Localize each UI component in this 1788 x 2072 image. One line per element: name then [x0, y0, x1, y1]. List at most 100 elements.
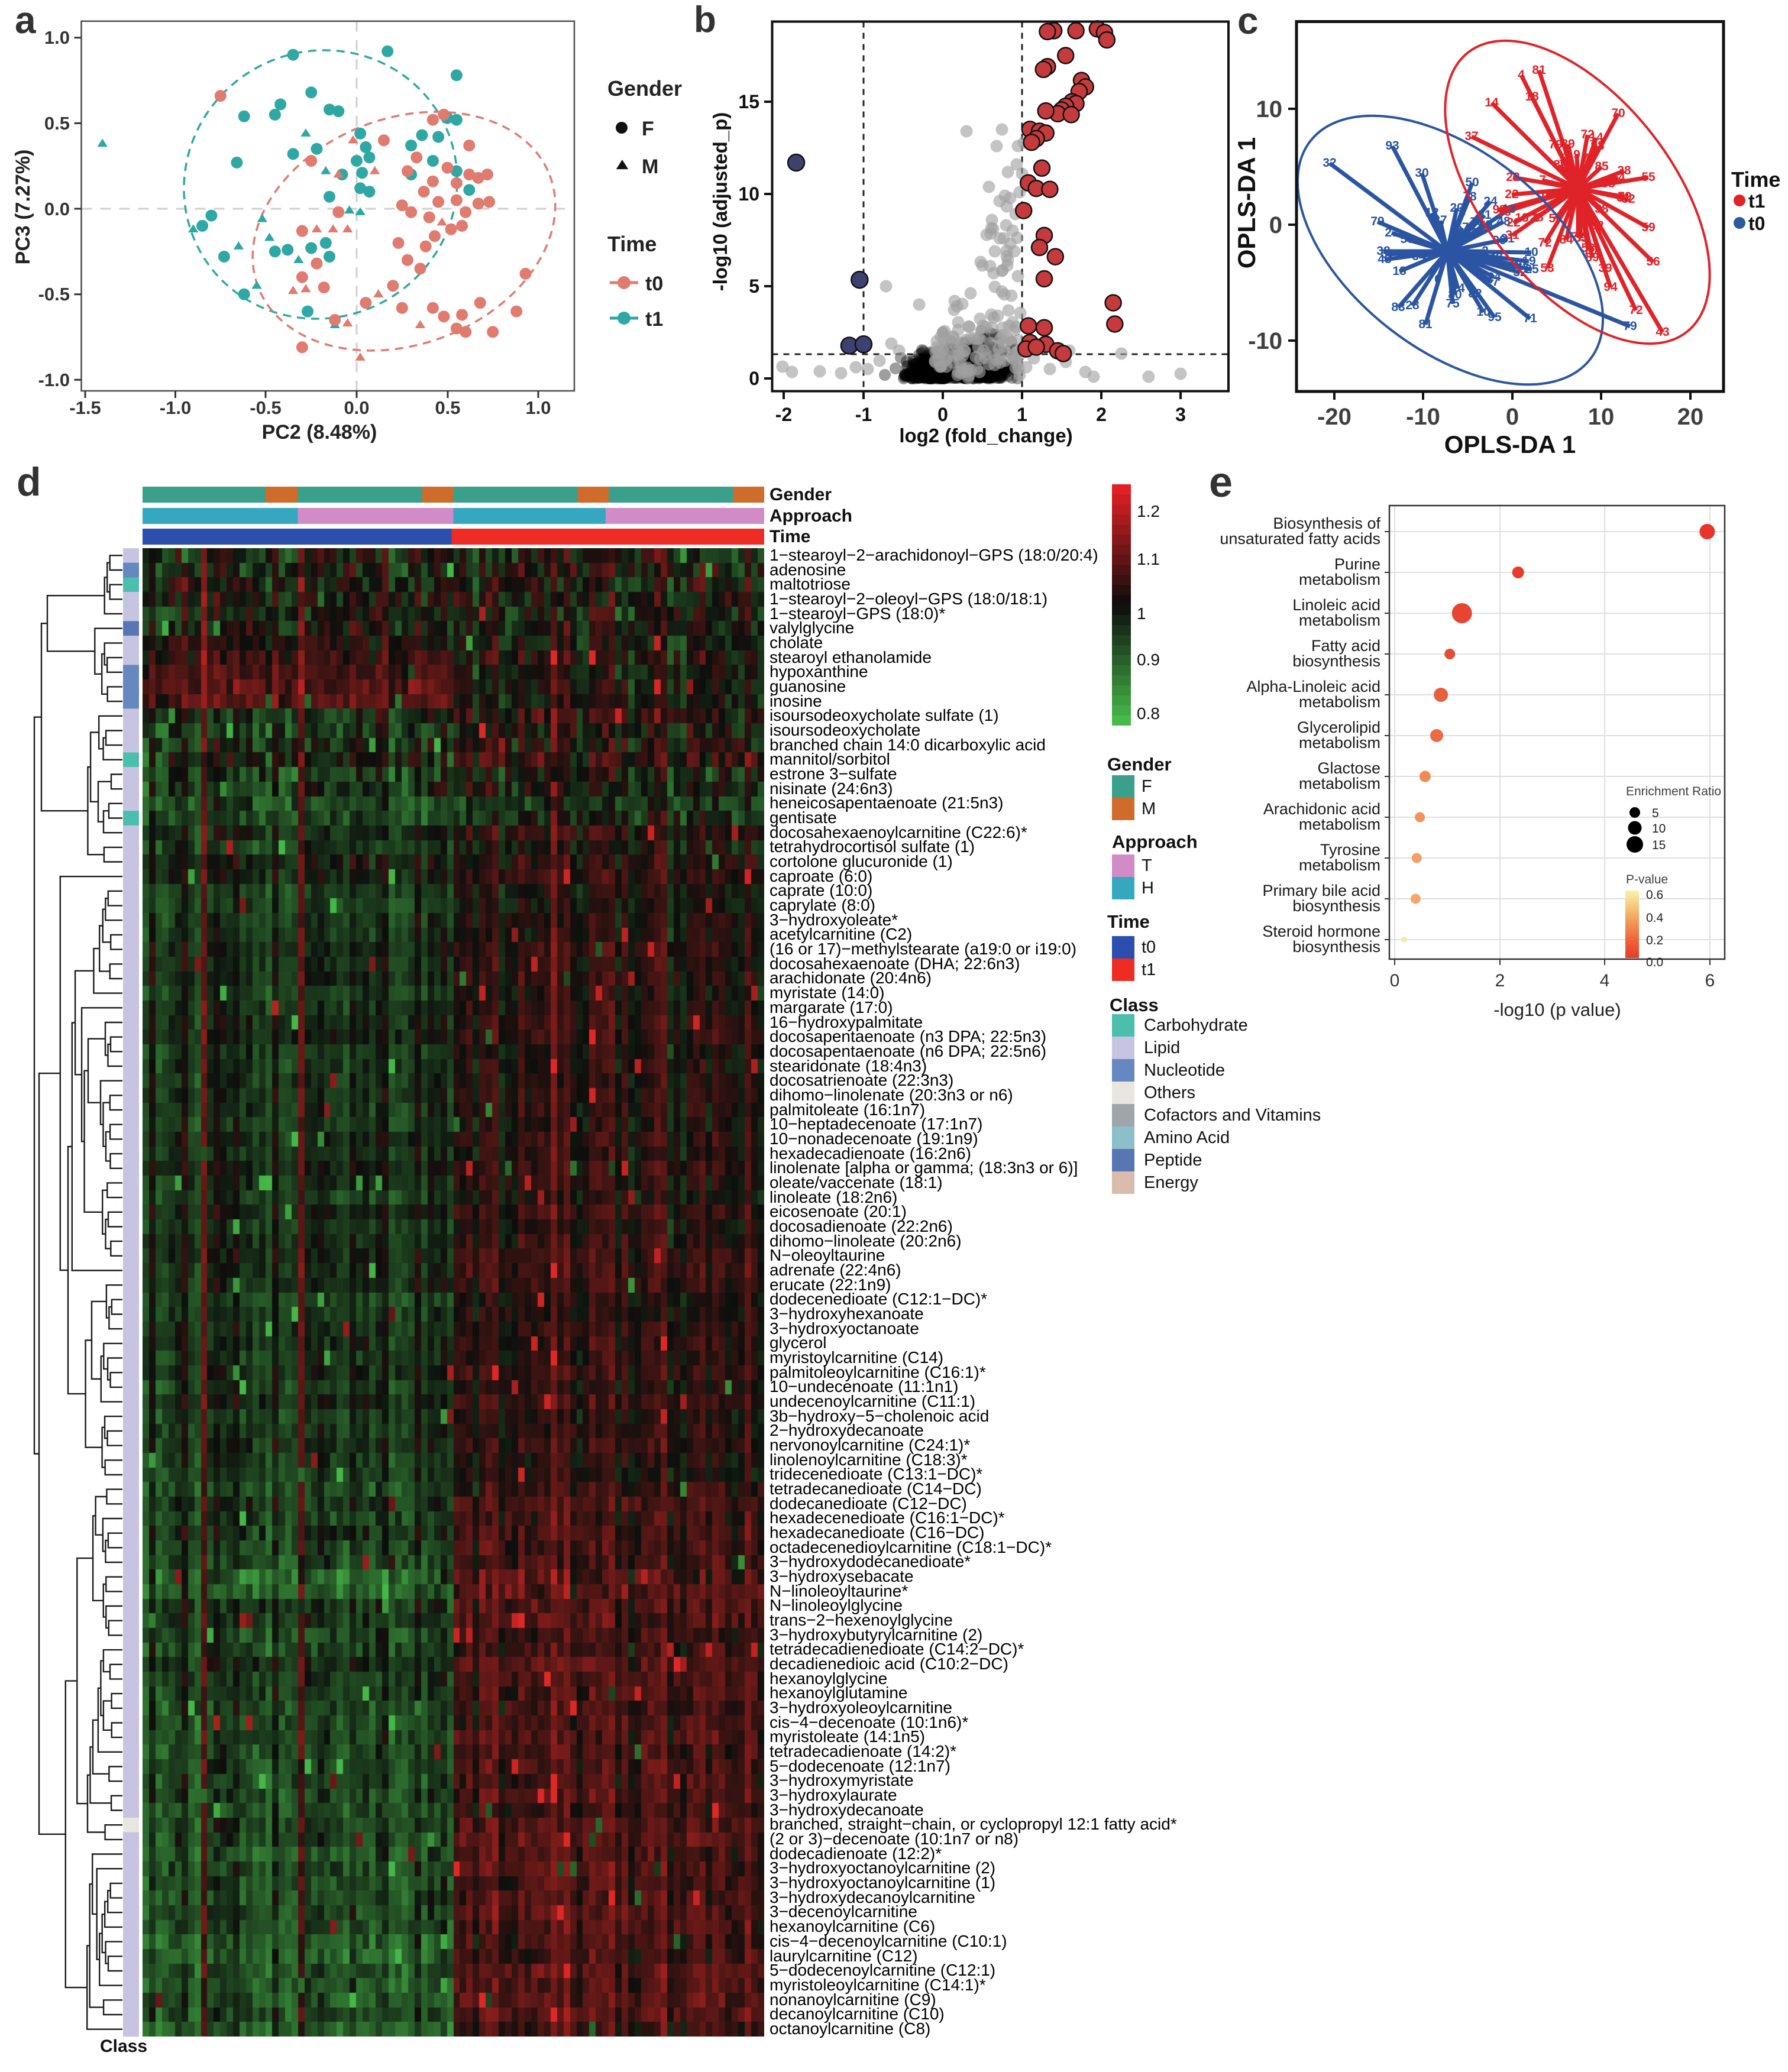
svg-text:15: 15	[738, 91, 759, 112]
svg-text:Fatty acid: Fatty acid	[1311, 637, 1380, 655]
svg-text:72: 72	[1538, 236, 1551, 250]
svg-text:0.5: 0.5	[435, 397, 460, 418]
svg-text:96: 96	[1497, 205, 1511, 219]
svg-text:25: 25	[1525, 263, 1539, 276]
svg-text:10: 10	[1652, 822, 1666, 836]
svg-text:94: 94	[1603, 280, 1618, 294]
svg-text:89: 89	[1585, 251, 1599, 264]
svg-text:Gender: Gender	[607, 76, 682, 101]
svg-text:10: 10	[1524, 245, 1538, 259]
svg-text:-1: -1	[855, 404, 872, 425]
svg-text:27: 27	[1385, 226, 1398, 239]
svg-text:54: 54	[1611, 171, 1625, 184]
svg-text:57: 57	[1455, 221, 1469, 234]
svg-text:OPLS-DA 1: OPLS-DA 1	[1233, 137, 1260, 268]
svg-text:43: 43	[1378, 252, 1391, 266]
svg-text:2: 2	[1459, 205, 1466, 218]
svg-text:44: 44	[1586, 218, 1600, 231]
svg-text:95: 95	[1488, 310, 1502, 324]
svg-text:14: 14	[1589, 131, 1603, 144]
svg-text:10: 10	[738, 183, 759, 205]
svg-text:3: 3	[1175, 404, 1186, 425]
svg-text:19: 19	[1522, 254, 1535, 268]
svg-text:4: 4	[1600, 971, 1610, 990]
svg-text:0.2: 0.2	[1646, 934, 1663, 947]
svg-text:62: 62	[1464, 226, 1477, 239]
svg-text:2: 2	[1532, 211, 1539, 225]
svg-text:-1.0: -1.0	[160, 397, 191, 418]
svg-text:81: 81	[1532, 63, 1546, 77]
svg-text:70: 70	[1611, 106, 1625, 120]
svg-text:P-value: P-value	[1626, 873, 1668, 886]
svg-text:biosynthesis: biosynthesis	[1292, 652, 1380, 670]
svg-text:22: 22	[1506, 216, 1520, 229]
svg-text:1.0: 1.0	[44, 27, 70, 48]
svg-text:Primary bile acid: Primary bile acid	[1262, 882, 1380, 899]
svg-text:40: 40	[1512, 258, 1525, 272]
svg-text:0: 0	[937, 404, 948, 425]
svg-text:M: M	[642, 156, 658, 178]
svg-text:t1: t1	[1748, 190, 1765, 212]
svg-text:72: 72	[1580, 128, 1594, 141]
svg-text:Arachidonic acid: Arachidonic acid	[1263, 800, 1380, 818]
svg-text:Enrichment Ratio: Enrichment Ratio	[1626, 785, 1721, 798]
svg-text:79: 79	[1618, 190, 1631, 203]
svg-text:93: 93	[1385, 139, 1399, 153]
svg-text:metabolism: metabolism	[1299, 815, 1380, 833]
svg-text:22: 22	[1506, 170, 1519, 184]
svg-text:0.0: 0.0	[44, 199, 70, 219]
svg-text:metabolism: metabolism	[1299, 734, 1380, 752]
svg-text:2: 2	[1096, 404, 1107, 425]
svg-text:Tyrosine: Tyrosine	[1320, 841, 1380, 859]
svg-text:Glactose: Glactose	[1317, 759, 1380, 777]
svg-text:7: 7	[1539, 173, 1546, 187]
svg-text:48: 48	[1489, 251, 1503, 264]
svg-text:15: 15	[1652, 838, 1666, 852]
svg-text:57: 57	[1548, 212, 1562, 225]
svg-text:t0: t0	[645, 273, 663, 295]
svg-text:2: 2	[1482, 244, 1489, 258]
svg-text:28: 28	[1405, 299, 1420, 312]
svg-text:81: 81	[1418, 318, 1433, 331]
svg-text:74: 74	[1451, 281, 1465, 295]
svg-text:1.0: 1.0	[525, 397, 551, 418]
svg-text:10: 10	[1588, 404, 1615, 430]
svg-text:30: 30	[1415, 166, 1428, 180]
svg-text:32: 32	[1323, 156, 1336, 170]
svg-text:79: 79	[1548, 138, 1562, 151]
svg-text:Time: Time	[607, 232, 657, 256]
svg-text:28: 28	[1530, 211, 1544, 224]
svg-text:27: 27	[1433, 213, 1447, 227]
svg-text:biosynthesis: biosynthesis	[1292, 938, 1380, 956]
svg-text:43: 43	[1656, 325, 1669, 339]
svg-text:0.6: 0.6	[1646, 888, 1663, 902]
svg-text:-log10 (adjusted_p): -log10 (adjusted_p)	[709, 112, 731, 292]
svg-text:PC3 (7.27%): PC3 (7.27%)	[12, 150, 34, 265]
svg-text:75: 75	[1446, 297, 1460, 310]
svg-text:89: 89	[1561, 137, 1574, 151]
svg-text:0.5: 0.5	[44, 113, 70, 134]
svg-text:4: 4	[1518, 68, 1525, 82]
svg-text:32: 32	[1621, 192, 1635, 206]
svg-text:77: 77	[1485, 275, 1499, 289]
svg-text:20: 20	[1450, 201, 1463, 215]
svg-text:Steroid hormone: Steroid hormone	[1262, 922, 1380, 940]
svg-text:metabolism: metabolism	[1299, 693, 1380, 711]
svg-text:0: 0	[1390, 971, 1400, 990]
svg-text:24: 24	[1483, 195, 1498, 208]
svg-text:-0.5: -0.5	[38, 284, 70, 305]
svg-text:22: 22	[1505, 187, 1518, 201]
svg-text:0: 0	[1269, 212, 1282, 238]
svg-text:18: 18	[1392, 264, 1407, 278]
svg-text:Time: Time	[1731, 167, 1780, 192]
svg-text:-2: -2	[775, 404, 792, 425]
svg-text:79: 79	[1623, 319, 1637, 333]
svg-text:89: 89	[1553, 158, 1567, 171]
svg-text:10: 10	[1476, 305, 1490, 319]
svg-text:24: 24	[1487, 270, 1501, 284]
svg-text:6: 6	[1705, 971, 1715, 990]
svg-text:59: 59	[1641, 221, 1655, 234]
svg-text:83: 83	[1391, 300, 1405, 314]
svg-text:37: 37	[1464, 130, 1478, 143]
svg-text:-20: -20	[1317, 404, 1351, 430]
